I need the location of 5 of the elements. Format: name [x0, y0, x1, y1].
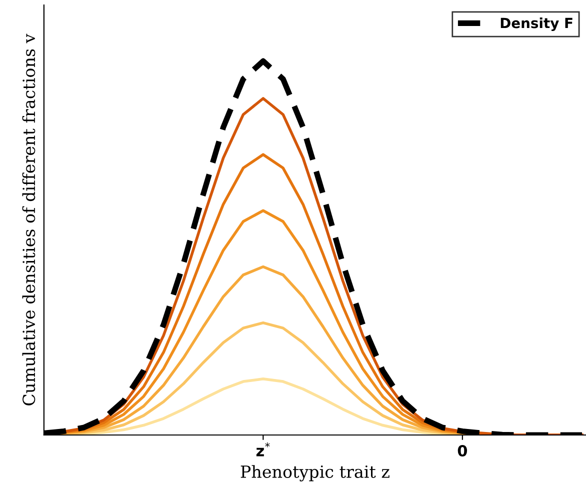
y-axis-title: Cumulative densities of different fractions v: [22, 34, 36, 406]
legend-label: Density F: [500, 18, 572, 32]
x-tick-label: 0: [458, 444, 468, 457]
x-axis-title: Phenotypic trait z: [240, 465, 390, 482]
x-tick-label: z$^{*}$: [256, 442, 270, 456]
